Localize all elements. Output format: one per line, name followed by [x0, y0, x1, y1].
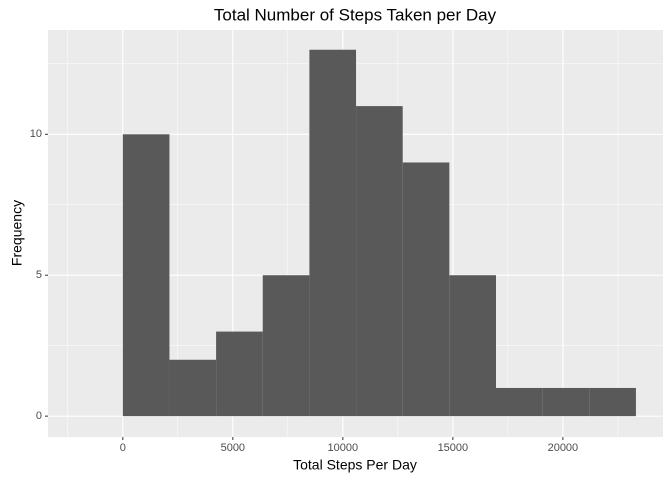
y-tick-label: 0 — [36, 410, 42, 422]
x-tick-label: 10000 — [328, 442, 359, 454]
bar — [216, 331, 263, 417]
bar — [449, 275, 496, 417]
bar — [495, 387, 543, 417]
bar — [169, 359, 217, 417]
x-tick-label: 0 — [120, 442, 126, 454]
bar — [356, 106, 403, 417]
x-tick-label: 5000 — [221, 442, 245, 454]
bar — [309, 49, 357, 417]
y-axis-title: Frequency — [9, 200, 25, 266]
y-tick-label: 5 — [36, 269, 42, 281]
bar — [542, 387, 590, 417]
chart-title: Total Number of Steps Taken per Day — [214, 5, 497, 24]
bar — [402, 162, 450, 417]
y-tick-label: 10 — [30, 128, 42, 140]
bar — [122, 134, 170, 417]
x-tick-label: 20000 — [548, 442, 579, 454]
bar — [589, 387, 636, 417]
x-tick-label: 15000 — [438, 442, 469, 454]
bar — [262, 275, 310, 417]
x-axis-title: Total Steps Per Day — [293, 457, 417, 473]
